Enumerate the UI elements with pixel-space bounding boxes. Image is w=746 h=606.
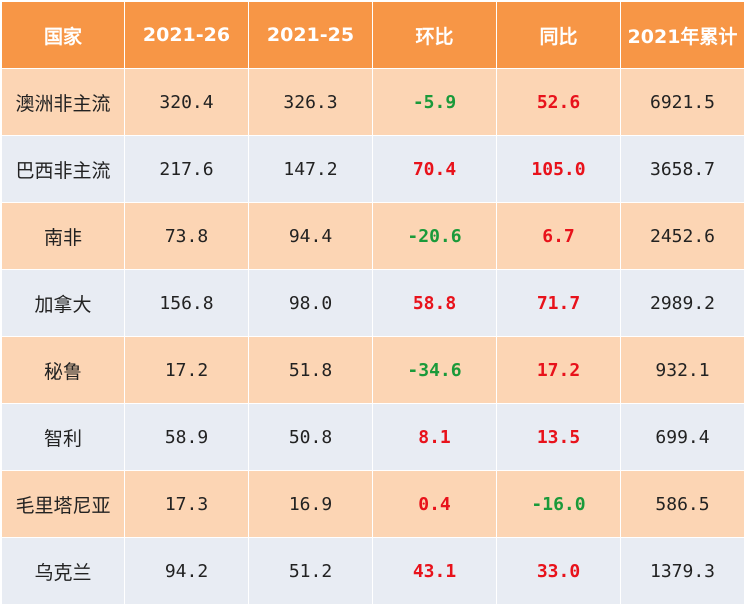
table-row: 南非 73.8 94.4 -20.6 6.7 2452.6 xyxy=(1,202,745,270)
table-row: 加拿大 156.8 98.0 58.8 71.7 2989.2 xyxy=(1,269,745,337)
header-country: 国家 xyxy=(1,1,125,69)
header-yoy-change: 同比 xyxy=(496,1,621,69)
table-row: 巴西非主流 217.6 147.2 70.4 105.0 3658.7 xyxy=(1,135,745,203)
cell-week-26: 17.3 xyxy=(124,470,249,538)
cell-yoy-change: 17.2 xyxy=(496,336,621,404)
cell-week-25: 94.4 xyxy=(248,202,373,270)
table-row: 智利 58.9 50.8 8.1 13.5 699.4 xyxy=(1,403,745,471)
cell-wow-change: 43.1 xyxy=(372,537,497,605)
header-week-25: 2021-25 xyxy=(248,1,373,69)
cell-wow-change: -20.6 xyxy=(372,202,497,270)
cell-country: 巴西非主流 xyxy=(1,135,125,203)
cell-ytd-total: 699.4 xyxy=(620,403,745,471)
cell-ytd-total: 2989.2 xyxy=(620,269,745,337)
table-header: 国家 2021-26 2021-25 环比 同比 2021年累计 xyxy=(1,1,745,69)
cell-yoy-change: 52.6 xyxy=(496,68,621,136)
cell-week-26: 320.4 xyxy=(124,68,249,136)
header-wow-change: 环比 xyxy=(372,1,497,69)
table-row: 澳洲非主流 320.4 326.3 -5.9 52.6 6921.5 xyxy=(1,68,745,136)
table-row: 秘鲁 17.2 51.8 -34.6 17.2 932.1 xyxy=(1,336,745,404)
cell-week-26: 58.9 xyxy=(124,403,249,471)
cell-country: 澳洲非主流 xyxy=(1,68,125,136)
cell-country: 智利 xyxy=(1,403,125,471)
cell-ytd-total: 2452.6 xyxy=(620,202,745,270)
cell-yoy-change: -16.0 xyxy=(496,470,621,538)
cell-yoy-change: 33.0 xyxy=(496,537,621,605)
cell-week-26: 156.8 xyxy=(124,269,249,337)
cell-wow-change: 8.1 xyxy=(372,403,497,471)
cell-week-26: 17.2 xyxy=(124,336,249,404)
table-body: 澳洲非主流 320.4 326.3 -5.9 52.6 6921.5 巴西非主流… xyxy=(1,68,745,605)
cell-week-25: 50.8 xyxy=(248,403,373,471)
cell-yoy-change: 13.5 xyxy=(496,403,621,471)
cell-country: 毛里塔尼亚 xyxy=(1,470,125,538)
cell-week-25: 147.2 xyxy=(248,135,373,203)
cell-week-25: 326.3 xyxy=(248,68,373,136)
table-row: 乌克兰 94.2 51.2 43.1 33.0 1379.3 xyxy=(1,537,745,605)
table-row: 毛里塔尼亚 17.3 16.9 0.4 -16.0 586.5 xyxy=(1,470,745,538)
cell-wow-change: -5.9 xyxy=(372,68,497,136)
cell-week-25: 51.2 xyxy=(248,537,373,605)
cell-ytd-total: 1379.3 xyxy=(620,537,745,605)
cell-week-25: 98.0 xyxy=(248,269,373,337)
cell-ytd-total: 6921.5 xyxy=(620,68,745,136)
cell-week-26: 94.2 xyxy=(124,537,249,605)
cell-wow-change: 70.4 xyxy=(372,135,497,203)
cell-week-25: 16.9 xyxy=(248,470,373,538)
cell-country: 加拿大 xyxy=(1,269,125,337)
cell-wow-change: -34.6 xyxy=(372,336,497,404)
cell-country: 乌克兰 xyxy=(1,537,125,605)
cell-ytd-total: 932.1 xyxy=(620,336,745,404)
cell-week-26: 217.6 xyxy=(124,135,249,203)
cell-wow-change: 58.8 xyxy=(372,269,497,337)
header-ytd-total: 2021年累计 xyxy=(620,1,745,69)
header-week-26: 2021-26 xyxy=(124,1,249,69)
header-row: 国家 2021-26 2021-25 环比 同比 2021年累计 xyxy=(1,1,745,69)
cell-yoy-change: 105.0 xyxy=(496,135,621,203)
cell-ytd-total: 3658.7 xyxy=(620,135,745,203)
cell-yoy-change: 71.7 xyxy=(496,269,621,337)
cell-country: 秘鲁 xyxy=(1,336,125,404)
cell-country: 南非 xyxy=(1,202,125,270)
cell-wow-change: 0.4 xyxy=(372,470,497,538)
cell-week-26: 73.8 xyxy=(124,202,249,270)
cell-yoy-change: 6.7 xyxy=(496,202,621,270)
cell-ytd-total: 586.5 xyxy=(620,470,745,538)
cell-week-25: 51.8 xyxy=(248,336,373,404)
